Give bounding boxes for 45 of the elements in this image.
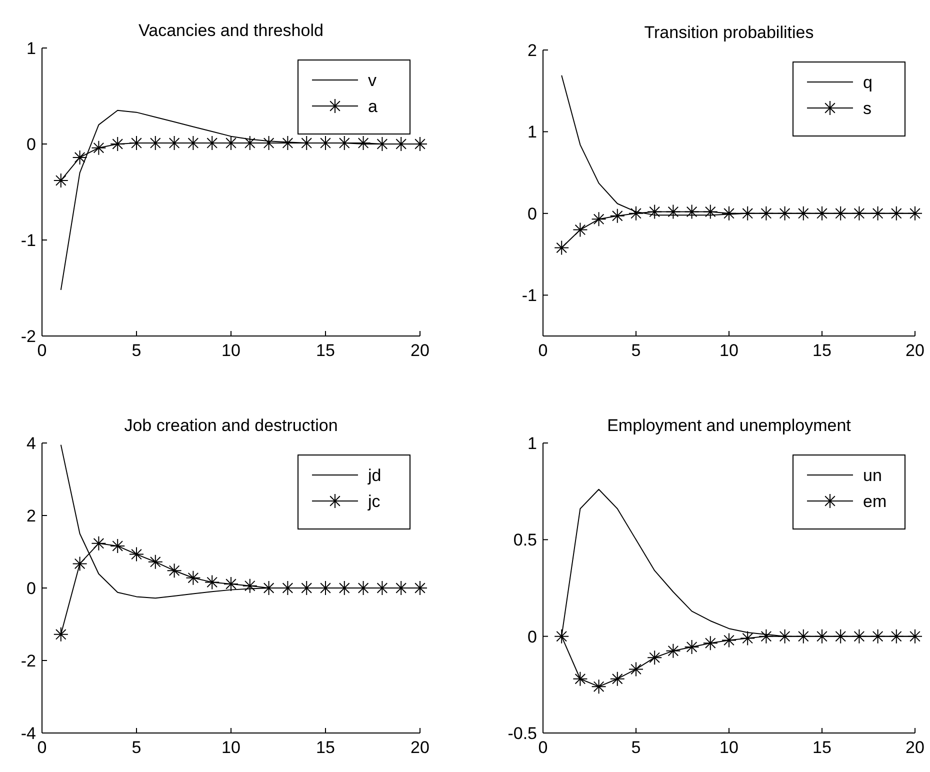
y-tick-label: 2	[528, 41, 537, 60]
x-tick-label: 10	[222, 738, 240, 757]
legend-label: jd	[367, 466, 382, 485]
legend-label: em	[863, 492, 887, 511]
y-tick-label: 1	[26, 39, 36, 58]
x-tick-label: 15	[316, 341, 335, 360]
legend-label: un	[863, 466, 882, 485]
legend-label: a	[368, 97, 378, 116]
y-tick-label: 1	[528, 122, 537, 142]
x-tick-label: 10	[720, 341, 738, 360]
y-tick-label: -2	[20, 652, 36, 670]
x-tick-label: 20	[906, 341, 924, 360]
y-tick-label: 0.5	[513, 530, 537, 550]
y-tick-label: 0	[528, 204, 537, 224]
x-tick-label: 5	[132, 738, 142, 757]
y-tick-label: 0	[26, 135, 36, 154]
y-tick-label: 0	[528, 627, 537, 646]
x-tick-label: 5	[631, 341, 641, 360]
y-tick-label: 2	[26, 506, 36, 526]
y-tick-label: -1	[20, 231, 36, 250]
x-tick-label: 10	[222, 341, 240, 360]
legend-label: jc	[367, 492, 381, 511]
y-tick-label: 4	[26, 434, 36, 453]
legend-label: v	[368, 71, 377, 90]
y-tick-label: 0	[26, 579, 36, 598]
chart-title: Job creation and destruction	[124, 416, 338, 435]
y-tick-label: -1	[522, 286, 537, 306]
y-tick-label: -0.5	[508, 724, 537, 743]
chart-title: Employment and unemployment	[607, 416, 852, 435]
x-tick-label: 5	[631, 738, 641, 757]
legend-label: s	[863, 99, 872, 118]
y-tick-label: -4	[20, 724, 36, 743]
chart-title: Vacancies and threshold	[138, 21, 324, 40]
y-tick-label: -2	[20, 327, 36, 346]
y-tick-label: 1	[528, 434, 537, 453]
chart-title: Transition probabilities	[644, 23, 814, 42]
x-tick-label: 15	[812, 341, 832, 360]
legend-label: q	[863, 73, 872, 92]
x-tick-label: 15	[812, 738, 832, 757]
x-tick-label: 10	[720, 738, 738, 757]
x-tick-label: 20	[906, 738, 924, 757]
x-tick-label: 20	[410, 341, 430, 360]
x-tick-label: 15	[316, 738, 335, 757]
x-tick-label: 5	[132, 341, 142, 360]
x-tick-label: 20	[410, 738, 430, 757]
